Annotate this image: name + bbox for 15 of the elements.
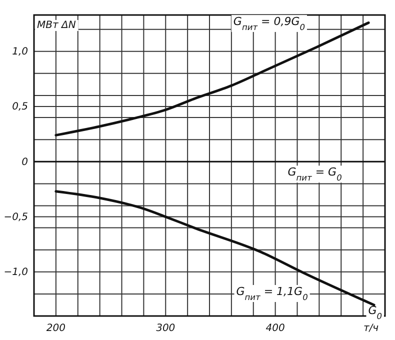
series-label: G$_{пит}$ = 1,1G$_{0}$	[236, 285, 308, 302]
ref-line-label: G$_{пит}$ = G$_{0}$	[288, 166, 342, 183]
y-tick-label: −0,5	[4, 212, 28, 223]
line-series	[54, 190, 376, 306]
y-tick-label: −1,0	[4, 267, 28, 278]
y-axis-title: МВт ΔN	[37, 20, 76, 31]
x-tick-label: 200	[46, 323, 66, 334]
annotation: G$_{0}$	[368, 304, 382, 321]
y-tick-label: 1,0	[12, 46, 28, 58]
x-tick-label: 300	[156, 323, 176, 334]
series-label: G$_{пит}$ = 0,9G$_{0}$	[233, 14, 305, 32]
x-tick-label: 400	[266, 323, 285, 334]
x-axis-title: т/ч	[363, 323, 379, 334]
y-tick-label: 0	[22, 156, 28, 168]
y-tick-label: 0,5	[12, 102, 28, 113]
